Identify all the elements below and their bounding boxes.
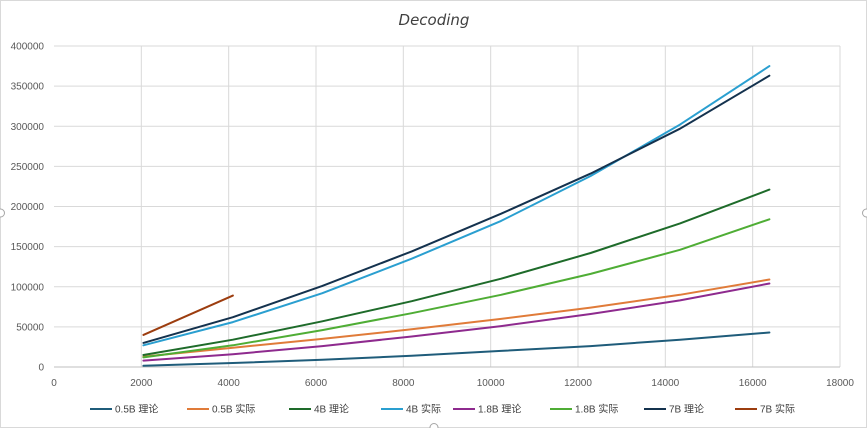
series-line-7 [142, 294, 234, 336]
legend-label: 7B 理论 [669, 403, 704, 416]
series-line-0 [142, 331, 771, 367]
x-tick-label: 6000 [305, 378, 328, 389]
legend-item: 7B 理论 [644, 403, 704, 416]
x-tick-label: 0 [51, 378, 57, 389]
legend-label: 0.5B 实际 [212, 403, 255, 416]
x-tick-label: 2000 [130, 378, 153, 389]
legend-label: 1.8B 实际 [575, 403, 618, 416]
resize-handle[interactable] [862, 208, 867, 218]
x-tick-label: 12000 [564, 378, 592, 389]
legend-item: 7B 实际 [735, 403, 795, 416]
legend-item: 4B 理论 [289, 403, 349, 416]
x-tick-label: 16000 [739, 378, 767, 389]
resize-handle[interactable] [429, 423, 439, 428]
y-tick-label: 300000 [11, 122, 45, 133]
x-tick-label: 14000 [651, 378, 679, 389]
axes: 0500001000001500002000002500003000003500… [11, 42, 855, 390]
y-tick-label: 200000 [11, 202, 45, 213]
y-tick-label: 350000 [11, 82, 45, 93]
legend-label: 4B 理论 [314, 403, 349, 416]
gridlines [54, 45, 841, 367]
legend-label: 1.8B 理论 [478, 403, 521, 416]
series-line-3 [142, 65, 771, 347]
y-tick-label: 250000 [11, 162, 45, 173]
legend-item: 4B 实际 [381, 403, 441, 416]
x-tick-label: 4000 [218, 378, 241, 389]
legend-item: 1.8B 实际 [550, 403, 618, 416]
legend-item: 1.8B 理论 [453, 403, 521, 416]
series-line-5 [142, 218, 771, 359]
legend-item: 0.5B 实际 [187, 403, 255, 416]
y-tick-label: 400000 [11, 42, 45, 53]
y-tick-label: 0 [38, 363, 44, 374]
series-line-1 [142, 278, 771, 358]
series-line-6 [142, 74, 771, 344]
series-line-4 [142, 282, 771, 362]
y-tick-label: 150000 [11, 242, 45, 253]
x-tick-label: 8000 [392, 378, 415, 389]
chart-title: Decoding [399, 11, 470, 29]
legend: 0.5B 理论 0.5B 实际 4B 理论 4B 实际 1.8B 理论 1.8B 实际 7B… [90, 403, 795, 416]
y-tick-label: 50000 [16, 322, 44, 333]
legend-label: 0.5B 理论 [115, 403, 158, 416]
legend-item: 0.5B 理论 [90, 403, 158, 416]
series-line-2 [142, 188, 771, 356]
legend-label: 7B 实际 [760, 403, 795, 416]
legend-label: 4B 实际 [406, 403, 441, 416]
y-tick-label: 100000 [11, 282, 45, 293]
x-tick-label: 10000 [477, 378, 505, 389]
resize-handle[interactable] [0, 208, 5, 218]
x-tick-label: 18000 [826, 378, 854, 389]
series-lines [142, 65, 771, 367]
